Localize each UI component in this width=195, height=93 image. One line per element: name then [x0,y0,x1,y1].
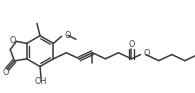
Text: O: O [10,36,16,45]
Text: O: O [3,68,9,77]
Text: O: O [64,31,71,40]
Text: O: O [144,49,150,58]
Text: O: O [128,40,135,49]
Text: OH: OH [35,77,47,86]
